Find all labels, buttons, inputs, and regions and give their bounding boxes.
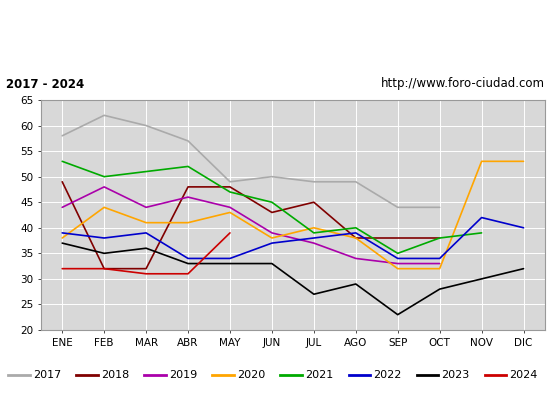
Text: 2023: 2023 [441, 370, 469, 380]
Text: 2021: 2021 [305, 370, 333, 380]
Text: 2018: 2018 [101, 370, 129, 380]
Text: 2017 - 2024: 2017 - 2024 [6, 78, 84, 90]
Text: 2024: 2024 [509, 370, 537, 380]
Text: 2022: 2022 [373, 370, 402, 380]
Text: Evolucion del paro registrado en Castrocontrigo: Evolucion del paro registrado en Castroc… [76, 28, 474, 42]
Text: 2020: 2020 [237, 370, 265, 380]
Text: http://www.foro-ciudad.com: http://www.foro-ciudad.com [381, 78, 544, 90]
Text: 2019: 2019 [169, 370, 197, 380]
Text: 2017: 2017 [32, 370, 61, 380]
